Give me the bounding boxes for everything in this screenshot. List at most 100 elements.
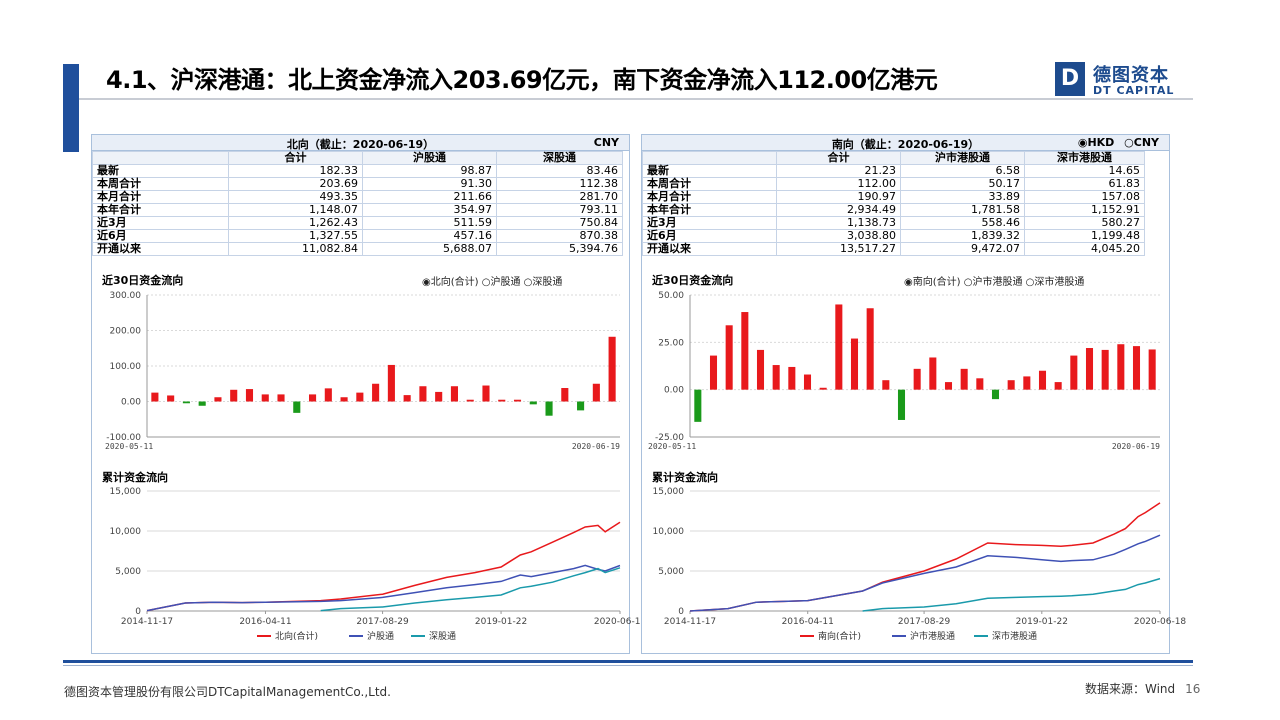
table-cell: 9,472.07 <box>900 242 1025 256</box>
northbound-panel-header: 北向（截止：2020-06-19） CNY <box>92 135 629 151</box>
x-tick-label: 2020-06-18 <box>594 617 647 627</box>
x-tick-label: 2014-11-17 <box>121 617 173 627</box>
table-row-label: 开通以来 <box>92 242 229 256</box>
series-line-3 <box>862 577 1161 612</box>
radio-hkd[interactable]: ◉HKD <box>1077 136 1115 149</box>
table-cell: 870.38 <box>496 229 623 243</box>
table-row: 本周合计 112.00 50.17 61.83 <box>642 177 1145 191</box>
bar <box>245 389 254 402</box>
table-row: 开通以来 13,517.27 9,472.07 4,045.20 <box>642 242 1145 256</box>
bar <box>403 395 411 402</box>
x-tick-label: 2020-06-19 <box>1112 442 1160 451</box>
footer-source: 数据来源：Wind 16 <box>1085 680 1200 697</box>
bar <box>230 389 238 402</box>
bar <box>450 386 458 402</box>
legend-label: 沪市港股通 <box>910 630 955 642</box>
table-cell: 182.33 <box>228 164 363 178</box>
table-cell: 793.11 <box>496 203 623 217</box>
bar <box>1007 380 1015 390</box>
southbound-daily-options: ◉南向(合计) ○沪市港股通 ○深市港股通 <box>904 273 1084 288</box>
table-header-row: 合计 沪市港股通 深市港股通 <box>642 151 1145 165</box>
southbound-panel: 南向（截止：2020-06-19） ◉HKD ○CNY 合计 沪市港股通 深市港股通… <box>641 134 1186 654</box>
logo-english-name: DT CAPITAL <box>1093 84 1175 97</box>
bar <box>1085 348 1094 390</box>
bar <box>372 383 380 402</box>
x-tick-label: 2016-04-11 <box>782 617 834 627</box>
bar <box>991 389 1000 400</box>
southbound-daily-title: 近30日资金流向 <box>652 274 734 287</box>
table-cell: 1,138.73 <box>776 216 901 230</box>
page-number: 16 <box>1185 682 1201 696</box>
bar <box>1132 346 1141 390</box>
table-row: 最新 182.33 98.87 83.46 <box>92 164 623 178</box>
legend-label: 深市港股通 <box>992 630 1037 642</box>
radio-cny[interactable]: ○CNY <box>1124 136 1159 149</box>
bar <box>819 387 827 390</box>
bar <box>1054 382 1062 390</box>
table-cell: 50.17 <box>900 177 1025 191</box>
radio-south-sh[interactable]: ○沪市港股通 <box>963 277 1023 288</box>
table-cell: 493.35 <box>228 190 363 204</box>
y-tick-label: 15,000 <box>110 487 142 497</box>
bar <box>788 366 796 390</box>
table-cell: 1,781.58 <box>900 203 1025 217</box>
table-cell: 14.65 <box>1024 164 1145 178</box>
bar <box>1023 376 1031 390</box>
southbound-cumulative-title: 累计资金流向 <box>652 471 718 484</box>
southbound-header-title: 南向（截止：2020-06-19） <box>831 138 980 151</box>
table-cell: 91.30 <box>362 177 497 191</box>
y-tick-label: -25.00 <box>655 433 684 443</box>
table-cell: 1,262.43 <box>228 216 363 230</box>
x-tick-label: 2020-06-18 <box>1134 617 1187 627</box>
y-tick-label: 0.00 <box>664 386 684 396</box>
currency-toggle: ◉HKD ○CNY <box>1072 136 1159 149</box>
bar <box>772 365 780 390</box>
bar <box>198 401 206 406</box>
bar <box>960 368 968 390</box>
data-source: 数据来源：Wind <box>1085 682 1176 696</box>
bar <box>709 355 718 390</box>
y-tick-label: 0.00 <box>121 398 141 408</box>
bar <box>592 383 600 402</box>
table-cell: 558.46 <box>900 216 1025 230</box>
table-row: 近3月 1,138.73 558.46 580.27 <box>642 216 1145 230</box>
series-line-2 <box>146 564 621 612</box>
table-row: 最新 21.23 6.58 14.65 <box>642 164 1145 178</box>
table-row-label: 最新 <box>642 164 777 178</box>
table-row-label: 本月合计 <box>92 190 229 204</box>
table-row: 本年合计 1,148.07 354.97 793.11 <box>92 203 623 217</box>
radio-north-total[interactable]: ◉北向(合计) <box>422 277 479 288</box>
y-tick-label: 10,000 <box>110 527 142 537</box>
northbound-header-title: 北向（截止：2020-06-19） <box>286 138 435 151</box>
bar <box>182 401 190 404</box>
bar <box>1117 344 1125 390</box>
table-cell: 3,038.80 <box>776 229 901 243</box>
radio-north-sh[interactable]: ○沪股通 <box>481 277 521 288</box>
x-tick-label: 2020-06-19 <box>572 442 620 451</box>
radio-south-total[interactable]: ◉南向(合计) <box>904 277 961 288</box>
bar <box>897 389 906 420</box>
bar <box>577 401 585 411</box>
table-row: 开通以来 11,082.84 5,688.07 5,394.76 <box>92 242 623 256</box>
bar <box>214 397 222 402</box>
x-tick-label: 2020-05-11 <box>105 442 153 451</box>
x-tick-label: 2017-08-29 <box>356 617 409 627</box>
table-cell: 5,688.07 <box>362 242 497 256</box>
series-line-2 <box>689 534 1161 612</box>
table-cell: 1,199.48 <box>1024 229 1145 243</box>
table-row-label: 最新 <box>92 164 229 178</box>
table-row: 本月合计 493.35 211.66 281.70 <box>92 190 623 204</box>
radio-south-sz[interactable]: ○深市港股通 <box>1025 277 1085 288</box>
bar <box>340 397 348 402</box>
table-cell: 157.08 <box>1024 190 1145 204</box>
bar <box>725 325 733 390</box>
southbound-panel-header: 南向（截止：2020-06-19） ◉HKD ○CNY <box>642 135 1169 151</box>
bar <box>387 364 395 402</box>
table-cell: 83.46 <box>496 164 623 178</box>
radio-north-sz[interactable]: ○深股通 <box>523 277 563 288</box>
table-cell: 61.83 <box>1024 177 1145 191</box>
y-tick-label: 15,000 <box>653 487 685 497</box>
bar <box>741 312 749 390</box>
table-header-cell: 合计 <box>228 151 363 165</box>
